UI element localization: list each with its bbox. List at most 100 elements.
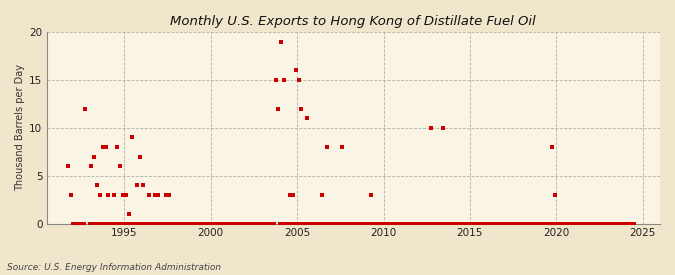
Point xyxy=(130,222,141,226)
Point xyxy=(318,222,329,226)
Point xyxy=(317,193,327,197)
Point xyxy=(412,222,423,226)
Point xyxy=(120,193,131,197)
Point xyxy=(470,222,481,226)
Point xyxy=(450,222,461,226)
Point xyxy=(225,222,236,226)
Point xyxy=(132,183,142,188)
Point xyxy=(306,222,317,226)
Point xyxy=(168,222,179,226)
Point xyxy=(378,222,389,226)
Point xyxy=(361,222,372,226)
Point xyxy=(620,222,631,226)
Point xyxy=(119,222,130,226)
Point xyxy=(505,222,516,226)
Point xyxy=(355,222,366,226)
Point xyxy=(288,193,298,197)
Point xyxy=(151,222,161,226)
Point xyxy=(240,222,250,226)
Point xyxy=(441,222,452,226)
Point xyxy=(79,222,90,226)
Point xyxy=(196,222,207,226)
Point xyxy=(358,222,369,226)
Point xyxy=(315,222,325,226)
Point xyxy=(122,222,133,226)
Title: Monthly U.S. Exports to Hong Kong of Distillate Fuel Oil: Monthly U.S. Exports to Hong Kong of Dis… xyxy=(171,15,536,28)
Point xyxy=(133,222,144,226)
Point xyxy=(389,222,400,226)
Point xyxy=(275,222,286,226)
Point xyxy=(580,222,591,226)
Point xyxy=(205,222,216,226)
Point xyxy=(161,193,171,197)
Point xyxy=(93,222,104,226)
Point xyxy=(157,222,167,226)
Point xyxy=(162,222,173,226)
Point xyxy=(295,222,306,226)
Point xyxy=(223,222,234,226)
Point xyxy=(537,222,547,226)
Point xyxy=(554,222,565,226)
Point xyxy=(99,222,109,226)
Point xyxy=(603,222,614,226)
Point xyxy=(97,145,108,149)
Point xyxy=(548,222,559,226)
Point xyxy=(217,222,227,226)
Point xyxy=(574,222,585,226)
Point xyxy=(565,222,576,226)
Point xyxy=(519,222,530,226)
Point xyxy=(594,222,605,226)
Point xyxy=(95,193,105,197)
Point xyxy=(346,222,357,226)
Point xyxy=(80,106,91,111)
Point xyxy=(92,183,103,188)
Point xyxy=(332,222,343,226)
Point xyxy=(560,222,570,226)
Point xyxy=(237,222,248,226)
Point xyxy=(344,222,354,226)
Point xyxy=(542,222,553,226)
Point xyxy=(76,222,86,226)
Point xyxy=(290,68,301,73)
Point xyxy=(110,222,121,226)
Point xyxy=(107,222,118,226)
Point xyxy=(418,222,429,226)
Point xyxy=(200,222,211,226)
Point xyxy=(534,222,545,226)
Point xyxy=(145,222,156,226)
Point xyxy=(522,222,533,226)
Point xyxy=(525,222,536,226)
Point xyxy=(280,222,291,226)
Point xyxy=(165,222,176,226)
Point xyxy=(65,193,76,197)
Point xyxy=(232,222,242,226)
Point xyxy=(547,145,558,149)
Point xyxy=(545,222,556,226)
Point xyxy=(336,145,347,149)
Point xyxy=(293,78,304,82)
Point xyxy=(562,222,573,226)
Point xyxy=(300,222,311,226)
Point xyxy=(427,222,438,226)
Point xyxy=(335,222,346,226)
Point xyxy=(289,222,300,226)
Point xyxy=(321,222,331,226)
Point xyxy=(173,222,184,226)
Point xyxy=(384,222,395,226)
Point xyxy=(511,222,522,226)
Point xyxy=(326,222,337,226)
Point xyxy=(456,222,466,226)
Point xyxy=(381,222,392,226)
Point xyxy=(188,222,199,226)
Point xyxy=(248,222,259,226)
Point xyxy=(496,222,507,226)
Point xyxy=(309,222,320,226)
Point xyxy=(254,222,265,226)
Point xyxy=(182,222,193,226)
Point xyxy=(209,222,219,226)
Point xyxy=(109,193,119,197)
Point xyxy=(159,222,170,226)
Point xyxy=(298,222,308,226)
Point xyxy=(439,222,450,226)
Point xyxy=(202,222,213,226)
